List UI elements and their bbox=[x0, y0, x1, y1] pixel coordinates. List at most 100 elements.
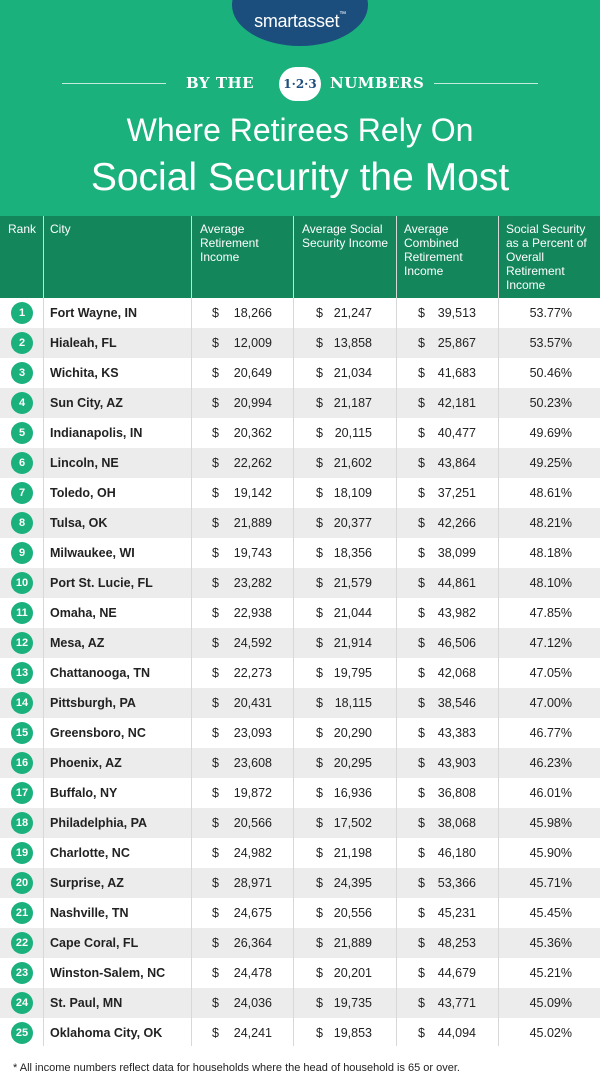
percent-value: 47.85% bbox=[529, 606, 572, 620]
rank-badge: 11 bbox=[11, 602, 33, 624]
city-name: Philadelphia, PA bbox=[50, 816, 148, 830]
rank-badge: 7 bbox=[11, 482, 33, 504]
currency-symbol: $ bbox=[316, 486, 323, 500]
col-header-social-security-income: Average Social Security Income bbox=[302, 222, 389, 250]
social-security-value: 19,735 bbox=[333, 996, 372, 1010]
currency-symbol: $ bbox=[212, 906, 219, 920]
city-name: Charlotte, NC bbox=[50, 846, 130, 860]
currency-symbol: $ bbox=[418, 786, 425, 800]
retirement-income-value: 22,938 bbox=[233, 606, 272, 620]
numbers-label: NUMBERS bbox=[330, 74, 425, 92]
table-row: 11 Omaha, NE $22,938 $21,044 $43,982 47.85% bbox=[0, 598, 600, 628]
retirement-income-value: 23,093 bbox=[233, 726, 272, 740]
combined-income-value: 38,546 bbox=[437, 696, 476, 710]
social-security-value: 18,115 bbox=[334, 696, 372, 710]
city-name: Buffalo, NY bbox=[50, 786, 118, 800]
currency-symbol: $ bbox=[316, 576, 323, 590]
social-security-value: 21,914 bbox=[333, 636, 372, 650]
social-security-value: 20,556 bbox=[333, 906, 372, 920]
currency-symbol: $ bbox=[418, 366, 425, 380]
table-row: 17 Buffalo, NY $19,872 $16,936 $36,808 46.01% bbox=[0, 778, 600, 808]
currency-symbol: $ bbox=[212, 996, 219, 1010]
percent-value: 45.21% bbox=[529, 966, 572, 980]
table-row: 4 Sun City, AZ $20,994 $21,187 $42,181 50.23% bbox=[0, 388, 600, 418]
currency-symbol: $ bbox=[212, 696, 219, 710]
retirement-income-value: 26,364 bbox=[233, 936, 272, 950]
currency-symbol: $ bbox=[212, 396, 219, 410]
currency-symbol: $ bbox=[212, 606, 219, 620]
currency-symbol: $ bbox=[316, 546, 323, 560]
table-row: 23 Winston-Salem, NC $24,478 $20,201 $44,679… bbox=[0, 958, 600, 988]
currency-symbol: $ bbox=[316, 336, 323, 350]
currency-symbol: $ bbox=[316, 426, 323, 440]
col-header-percent: Social Security as a Percent of Overall … bbox=[506, 222, 587, 292]
city-name: Hialeah, FL bbox=[50, 336, 117, 350]
city-name: St. Paul, MN bbox=[50, 996, 123, 1010]
currency-symbol: $ bbox=[418, 546, 425, 560]
social-security-value: 21,187 bbox=[333, 396, 372, 410]
combined-income-value: 43,903 bbox=[437, 756, 476, 770]
footnote-area: * All income numbers reflect data for ho… bbox=[0, 1048, 600, 1088]
currency-symbol: $ bbox=[212, 576, 219, 590]
combined-income-value: 43,864 bbox=[437, 456, 476, 470]
percent-value: 47.05% bbox=[529, 666, 572, 680]
currency-symbol: $ bbox=[418, 1026, 425, 1040]
rank-badge: 25 bbox=[11, 1022, 33, 1044]
col-header-rank: Rank bbox=[8, 222, 37, 236]
currency-symbol: $ bbox=[212, 726, 219, 740]
percent-value: 45.02% bbox=[529, 1026, 572, 1040]
percent-value: 50.23% bbox=[529, 396, 572, 410]
city-name: Wichita, KS bbox=[50, 366, 119, 380]
city-name: Milwaukee, WI bbox=[50, 546, 135, 560]
percent-value: 53.77% bbox=[529, 306, 572, 320]
currency-symbol: $ bbox=[212, 936, 219, 950]
smartasset-logo[interactable]: smartasset™ bbox=[232, 11, 368, 32]
currency-symbol: $ bbox=[418, 636, 425, 650]
percent-value: 49.25% bbox=[529, 456, 572, 470]
table-row: 25 Oklahoma City, OK $24,241 $19,853 $44,094… bbox=[0, 1018, 600, 1048]
currency-symbol: $ bbox=[212, 666, 219, 680]
percent-value: 45.45% bbox=[529, 906, 572, 920]
percent-value: 46.77% bbox=[529, 726, 572, 740]
social-security-value: 20,290 bbox=[333, 726, 372, 740]
combined-income-value: 25,867 bbox=[437, 336, 476, 350]
currency-symbol: $ bbox=[316, 516, 323, 530]
currency-symbol: $ bbox=[316, 936, 323, 950]
city-name: Indianapolis, IN bbox=[50, 426, 143, 440]
social-security-value: 20,377 bbox=[333, 516, 372, 530]
currency-symbol: $ bbox=[212, 966, 219, 980]
table-row: 21 Nashville, TN $24,675 $20,556 $45,231 45.4… bbox=[0, 898, 600, 928]
city-name: Mesa, AZ bbox=[50, 636, 105, 650]
combined-income-value: 41,683 bbox=[437, 366, 476, 380]
logo-text: smartasset bbox=[254, 11, 340, 31]
city-name: Tulsa, OK bbox=[50, 516, 108, 530]
retirement-income-value: 24,982 bbox=[233, 846, 272, 860]
rank-badge: 13 bbox=[11, 662, 33, 684]
currency-symbol: $ bbox=[418, 816, 425, 830]
rank-badge: 10 bbox=[11, 572, 33, 594]
table-row: 18 Philadelphia, PA $20,566 $17,502 $38,068 4… bbox=[0, 808, 600, 838]
currency-symbol: $ bbox=[212, 516, 219, 530]
city-name: Lincoln, NE bbox=[50, 456, 119, 470]
rank-badge: 8 bbox=[11, 512, 33, 534]
social-security-value: 19,853 bbox=[333, 1026, 372, 1040]
city-name: Cape Coral, FL bbox=[50, 936, 139, 950]
retirement-income-value: 21,889 bbox=[233, 516, 272, 530]
combined-income-value: 40,477 bbox=[437, 426, 476, 440]
table-row: 6 Lincoln, NE $22,262 $21,602 $43,864 49.25% bbox=[0, 448, 600, 478]
currency-symbol: $ bbox=[418, 516, 425, 530]
left-rule bbox=[62, 83, 166, 84]
percent-value: 48.61% bbox=[529, 486, 572, 500]
city-name: Sun City, AZ bbox=[50, 396, 123, 410]
social-security-value: 21,034 bbox=[333, 366, 372, 380]
currency-symbol: $ bbox=[418, 666, 425, 680]
currency-symbol: $ bbox=[316, 966, 323, 980]
currency-symbol: $ bbox=[212, 846, 219, 860]
column-divider bbox=[396, 216, 397, 1046]
currency-symbol: $ bbox=[316, 726, 323, 740]
social-security-value: 17,502 bbox=[333, 816, 372, 830]
percent-value: 47.12% bbox=[529, 636, 572, 650]
city-name: Winston-Salem, NC bbox=[50, 966, 166, 980]
retirement-income-value: 28,971 bbox=[233, 876, 272, 890]
rank-badge: 2 bbox=[11, 332, 33, 354]
